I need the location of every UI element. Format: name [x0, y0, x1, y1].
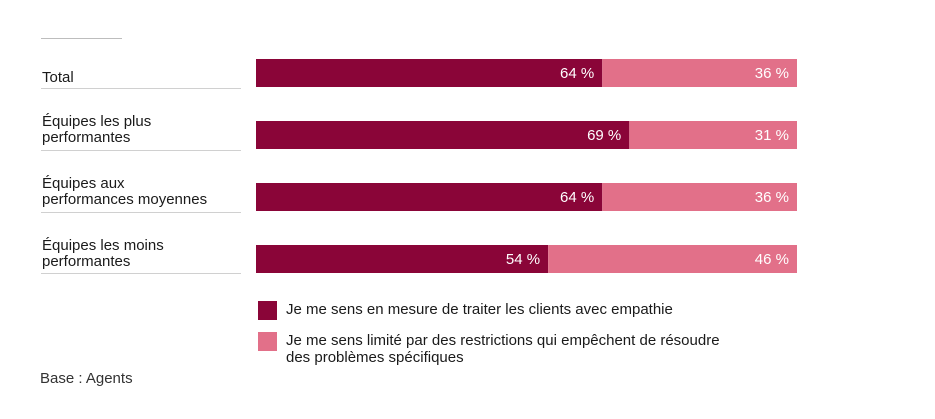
row-label-top-performers: Équipes les plus performantes — [42, 114, 240, 146]
row-label-total: Total — [42, 70, 240, 86]
legend-label-line: Je me sens limité par des restrictions q… — [286, 332, 720, 349]
row-rule — [41, 273, 241, 274]
row-rule — [41, 212, 241, 213]
bar-segment-restrictions-3 — [548, 245, 797, 273]
legend-swatch-restrictions — [258, 332, 277, 351]
top-rule — [41, 38, 122, 39]
legend-label-line: des problèmes spécifiques — [286, 349, 464, 366]
bar-segment-restrictions-2 — [602, 183, 797, 211]
data-label-restrictions-2: 36 % — [755, 189, 789, 206]
row-label-line: Équipes les plus — [42, 113, 152, 130]
bar-segment-restrictions-0 — [602, 59, 797, 87]
bar-segment-restrictions-1 — [629, 121, 797, 149]
data-label-empathy-0: 64 % — [560, 65, 594, 82]
row-label-line: performantes — [42, 253, 131, 270]
data-label-empathy-1: 69 % — [587, 127, 621, 144]
legend-label-empathy: Je me sens en mesure de traiter les clie… — [286, 301, 786, 318]
row-rule — [41, 88, 241, 89]
data-label-empathy-3: 54 % — [506, 251, 540, 268]
bar-segment-empathy-1 — [256, 121, 630, 149]
legend-label-restrictions: Je me sens limité par des restrictions q… — [286, 332, 786, 366]
data-label-restrictions-3: 46 % — [755, 251, 789, 268]
row-label-low-performers: Équipes les moins performantes — [42, 238, 240, 270]
legend-item-restrictions: Je me sens limité par des restrictions q… — [258, 332, 786, 366]
bar-segment-empathy-0 — [256, 59, 603, 87]
data-label-restrictions-0: 36 % — [755, 65, 789, 82]
base-note: Base : Agents — [40, 370, 133, 387]
row-label-line: performantes — [42, 129, 131, 146]
legend-label-line: Je me sens en mesure de traiter les clie… — [286, 301, 673, 318]
data-label-restrictions-1: 31 % — [755, 127, 789, 144]
bar-segment-empathy-2 — [256, 183, 603, 211]
legend-swatch-empathy — [258, 301, 277, 320]
data-label-empathy-2: 64 % — [560, 189, 594, 206]
row-rule — [41, 150, 241, 151]
row-label-line: performances moyennes — [42, 191, 208, 208]
legend-item-empathy: Je me sens en mesure de traiter les clie… — [258, 301, 786, 320]
row-label-line: Équipes aux — [42, 175, 125, 192]
row-label-total-text: Total — [42, 69, 74, 86]
bar-segment-empathy-3 — [256, 245, 549, 273]
row-label-line: Équipes les moins — [42, 237, 164, 254]
row-label-average-performers: Équipes aux performances moyennes — [42, 176, 240, 208]
